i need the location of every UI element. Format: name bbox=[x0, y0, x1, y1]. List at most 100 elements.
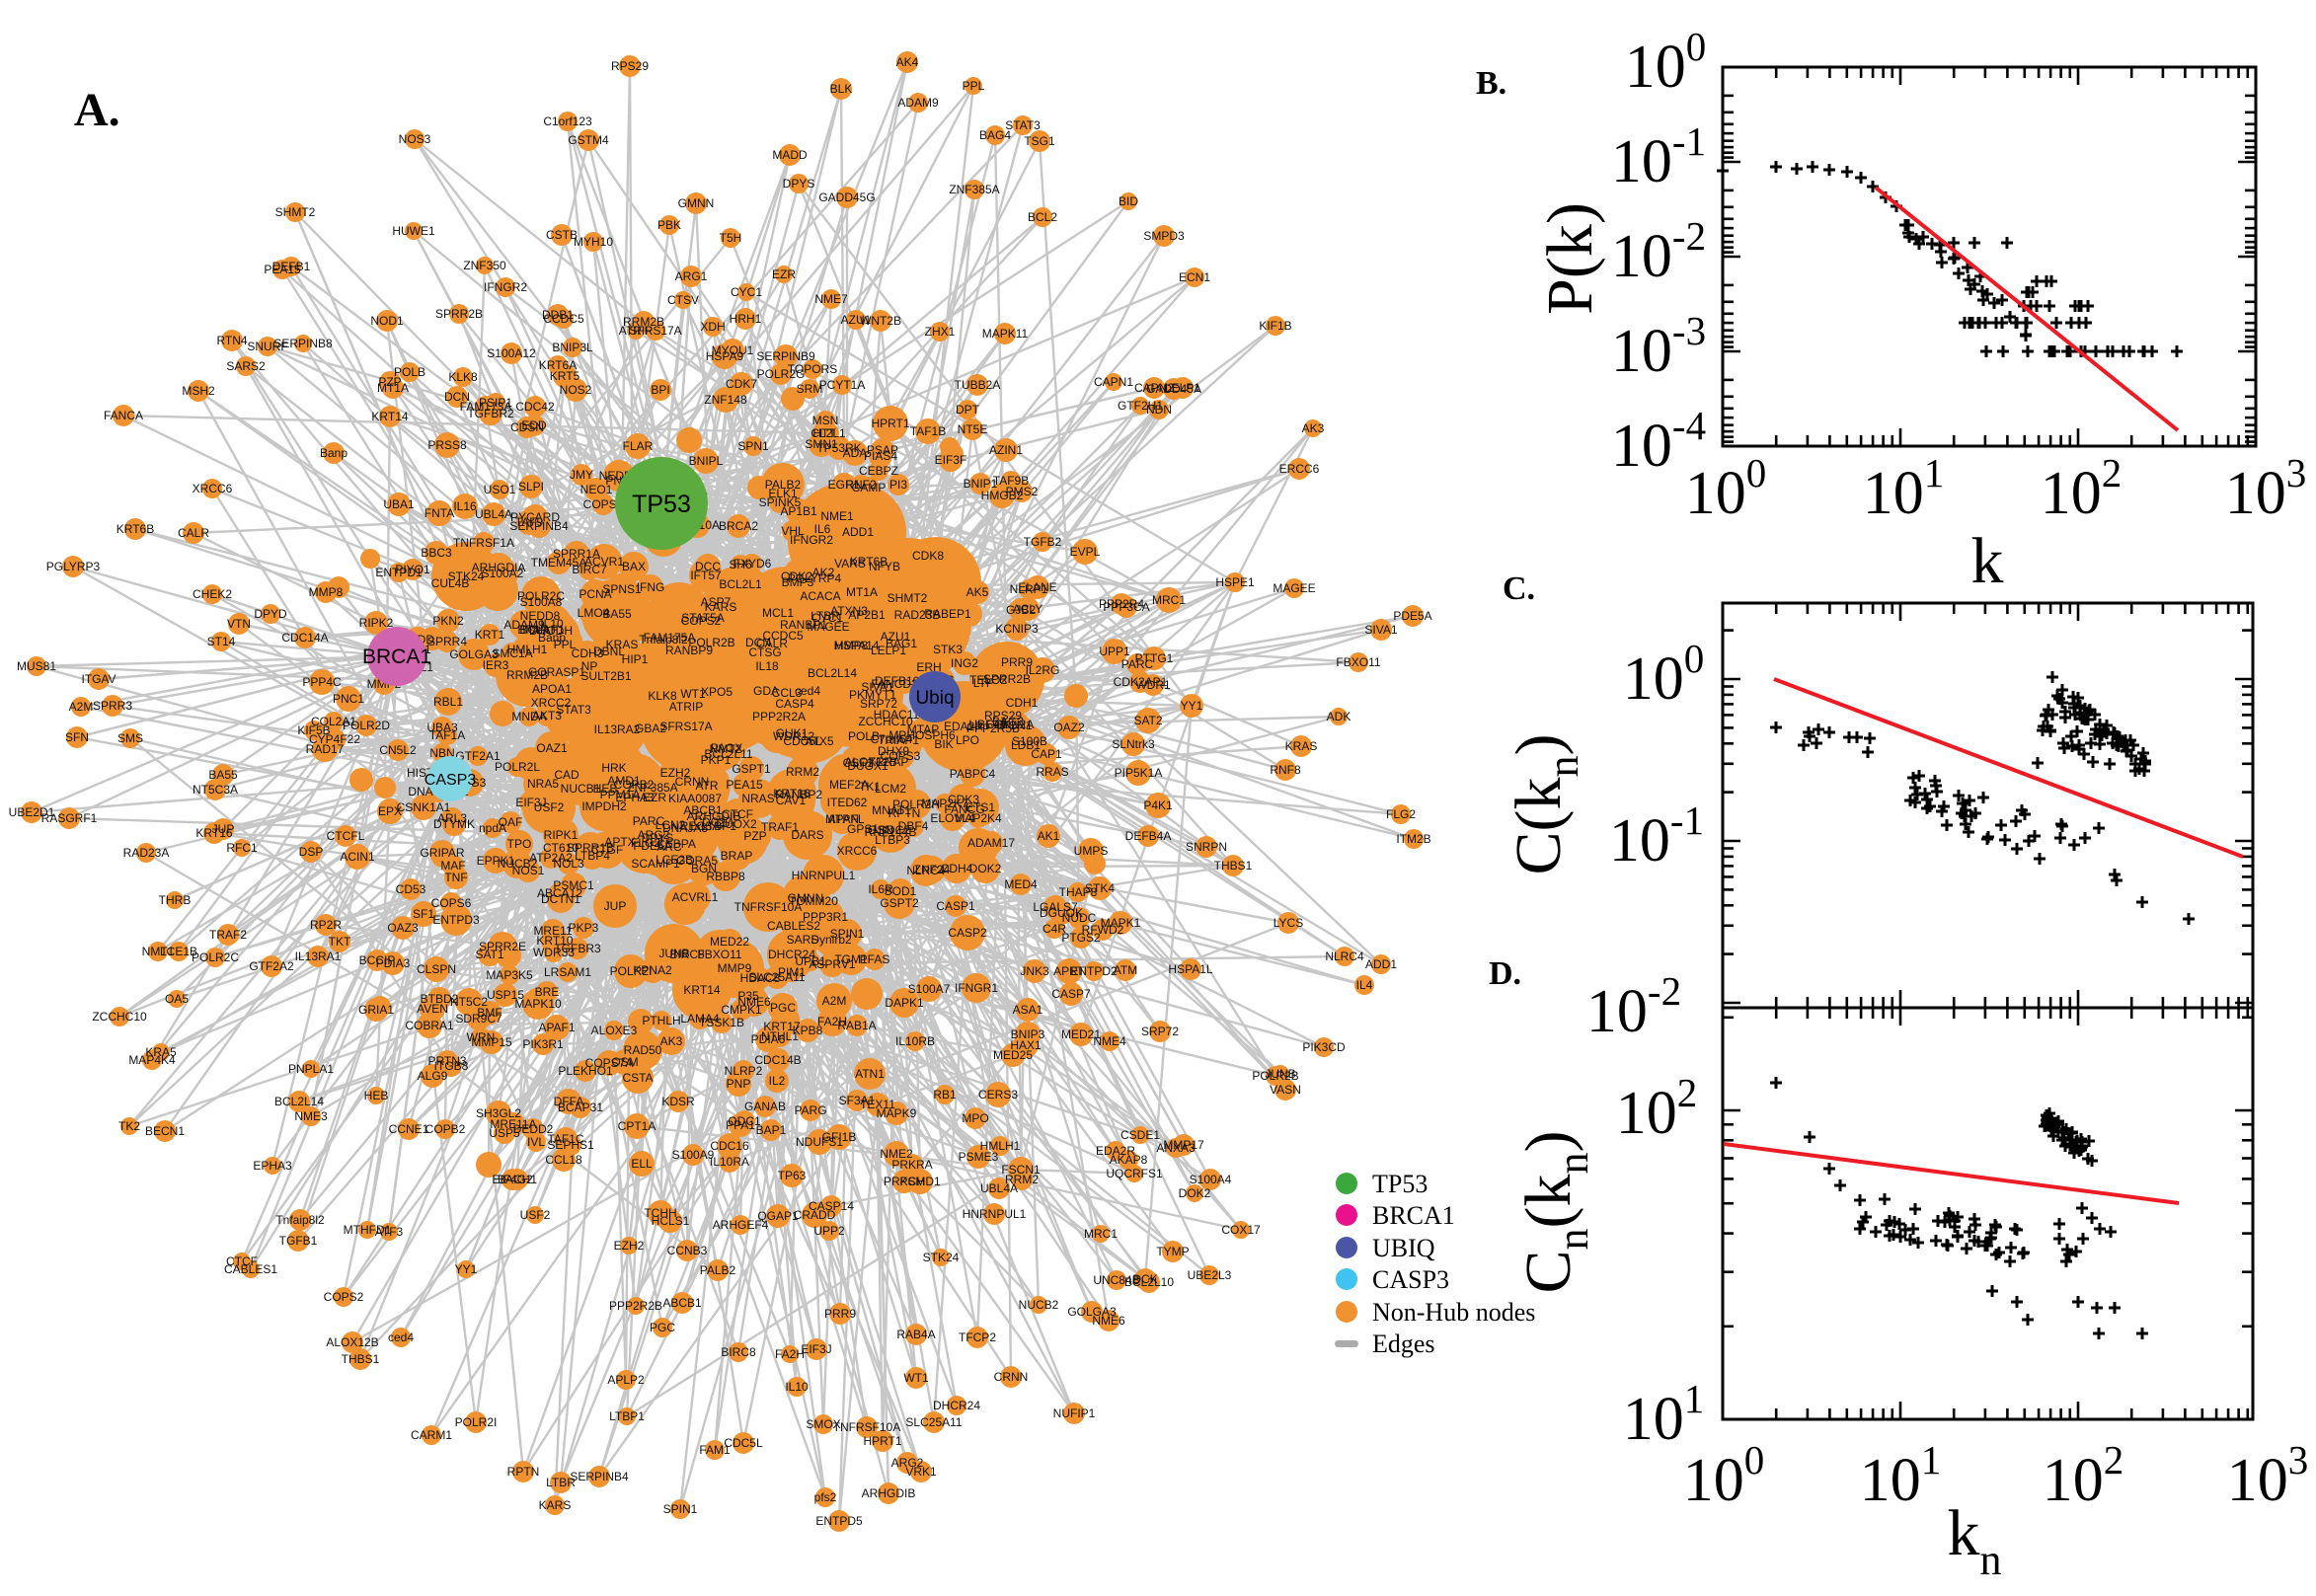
svg-text:IMPDH2: IMPDH2 bbox=[581, 799, 627, 813]
svg-text:TAF1A: TAF1A bbox=[429, 728, 465, 742]
svg-text:A.: A. bbox=[74, 84, 120, 136]
svg-text:PCYT1A: PCYT1A bbox=[819, 378, 866, 392]
svg-text:PYCARD: PYCARD bbox=[510, 510, 560, 524]
svg-text:ECN1: ECN1 bbox=[1179, 270, 1210, 284]
svg-text:SAT2: SAT2 bbox=[1133, 714, 1162, 727]
svg-text:ARHGDIB: ARHGDIB bbox=[862, 1486, 916, 1500]
svg-text:IFT57: IFT57 bbox=[690, 569, 722, 582]
svg-text:TOMM20: TOMM20 bbox=[789, 894, 838, 908]
svg-text:KRAS: KRAS bbox=[1285, 739, 1318, 753]
svg-text:CASP2: CASP2 bbox=[948, 926, 987, 940]
svg-text:CASP3: CASP3 bbox=[425, 772, 477, 789]
svg-text:MMP15: MMP15 bbox=[471, 1035, 512, 1049]
svg-text:THBS1: THBS1 bbox=[342, 1352, 380, 1366]
svg-text:DBF4: DBF4 bbox=[898, 819, 929, 833]
svg-text:GTF2A2: GTF2A2 bbox=[249, 959, 294, 973]
svg-text:PIK3CD: PIK3CD bbox=[1302, 1040, 1346, 1054]
svg-text:NFYB: NFYB bbox=[869, 560, 900, 573]
svg-text:TAF1B: TAF1B bbox=[910, 424, 946, 438]
svg-text:HUWE1: HUWE1 bbox=[392, 224, 435, 238]
svg-text:CUL4B: CUL4B bbox=[431, 576, 470, 590]
svg-text:LYCS: LYCS bbox=[1274, 916, 1303, 930]
svg-text:SERPINB4: SERPINB4 bbox=[570, 1470, 629, 1483]
svg-text:PSMD1: PSMD1 bbox=[899, 1175, 941, 1188]
svg-text:CTSG: CTSG bbox=[748, 646, 781, 659]
svg-text:IFNGR1: IFNGR1 bbox=[955, 981, 998, 995]
svg-text:SF3A1: SF3A1 bbox=[839, 1094, 876, 1107]
svg-text:HSPE1: HSPE1 bbox=[1215, 575, 1255, 589]
svg-text:GORASP1: GORASP1 bbox=[528, 665, 585, 679]
svg-text:HPRT1: HPRT1 bbox=[871, 417, 909, 430]
svg-text:PMS2: PMS2 bbox=[1006, 485, 1039, 498]
svg-text:POLR2I: POLR2I bbox=[455, 1415, 498, 1429]
svg-text:PARC: PARC bbox=[1121, 657, 1154, 671]
svg-text:PPP3R1: PPP3R1 bbox=[803, 910, 848, 924]
svg-text:IL6R: IL6R bbox=[868, 882, 893, 896]
svg-text:RPTN: RPTN bbox=[507, 1465, 540, 1479]
svg-text:KLK8: KLK8 bbox=[648, 689, 677, 703]
svg-text:P4K1: P4K1 bbox=[1143, 798, 1173, 812]
svg-text:UBL4A: UBL4A bbox=[475, 507, 512, 521]
svg-text:GRIPAR: GRIPAR bbox=[420, 846, 464, 860]
svg-text:CRNN: CRNN bbox=[994, 1370, 1029, 1384]
svg-text:ITM2B: ITM2B bbox=[1396, 832, 1430, 846]
svg-text:D.: D. bbox=[1489, 955, 1521, 992]
svg-text:S100A12: S100A12 bbox=[487, 346, 536, 360]
svg-text:P35: P35 bbox=[737, 989, 759, 1003]
svg-text:XDH: XDH bbox=[700, 320, 725, 334]
svg-text:COPB2: COPB2 bbox=[425, 1122, 466, 1136]
svg-text:TNF: TNF bbox=[444, 871, 467, 884]
svg-text:TPO: TPO bbox=[507, 837, 532, 851]
svg-text:COPS6: COPS6 bbox=[431, 896, 472, 910]
svg-text:ST14: ST14 bbox=[207, 635, 236, 648]
svg-text:STAT3: STAT3 bbox=[1005, 118, 1041, 132]
svg-text:FANCA: FANCA bbox=[104, 409, 143, 422]
svg-text:PPP3CA: PPP3CA bbox=[1103, 600, 1149, 614]
svg-text:BIK: BIK bbox=[934, 737, 953, 751]
svg-text:NLRP1: NLRP1 bbox=[1010, 582, 1048, 596]
svg-text:CTSV: CTSV bbox=[667, 293, 699, 307]
svg-text:YY1: YY1 bbox=[1181, 699, 1203, 713]
svg-text:MED4: MED4 bbox=[1004, 877, 1038, 891]
svg-text:EIF3J: EIF3J bbox=[801, 1342, 831, 1356]
svg-text:CDC14A: CDC14A bbox=[281, 631, 328, 645]
svg-text:BIRC8: BIRC8 bbox=[721, 1345, 756, 1359]
svg-text:GTF2H1: GTF2H1 bbox=[1118, 399, 1163, 413]
svg-text:PDIA6: PDIA6 bbox=[751, 1032, 786, 1046]
svg-text:TNFRSF10A: TNFRSF10A bbox=[833, 1420, 901, 1434]
svg-text:A2M: A2M bbox=[69, 700, 94, 714]
svg-text:IL2: IL2 bbox=[769, 1074, 786, 1088]
svg-text:IL10RB: IL10RB bbox=[895, 1034, 935, 1048]
svg-text:CDK8: CDK8 bbox=[912, 549, 944, 563]
svg-text:SMN1: SMN1 bbox=[805, 437, 838, 451]
svg-text:THRB: THRB bbox=[159, 893, 192, 907]
svg-text:GORA5: GORA5 bbox=[676, 854, 718, 868]
svg-text:CDK7: CDK7 bbox=[726, 377, 757, 391]
svg-text:NME7: NME7 bbox=[814, 292, 848, 306]
svg-text:CASP3: CASP3 bbox=[1372, 1265, 1449, 1294]
svg-text:A2M: A2M bbox=[822, 994, 847, 1008]
svg-text:NOS2: NOS2 bbox=[560, 383, 592, 397]
svg-text:NUFIP1: NUFIP1 bbox=[1053, 1406, 1096, 1420]
svg-text:CCDC5: CCDC5 bbox=[543, 312, 584, 326]
svg-text:DUOX1: DUOX1 bbox=[847, 759, 888, 773]
svg-text:BIRC7: BIRC7 bbox=[572, 563, 607, 576]
svg-text:DOK2: DOK2 bbox=[1179, 1186, 1211, 1200]
svg-text:ACIN1: ACIN1 bbox=[340, 850, 375, 864]
svg-text:ALG9: ALG9 bbox=[418, 1069, 448, 1083]
svg-text:DAPK1: DAPK1 bbox=[885, 996, 924, 1010]
svg-text:RB1: RB1 bbox=[933, 1088, 957, 1102]
svg-text:CDKN2A: CDKN2A bbox=[986, 718, 1035, 731]
svg-text:IVL: IVL bbox=[527, 1135, 545, 1149]
svg-text:ALOX12B: ALOX12B bbox=[326, 1335, 378, 1349]
svg-text:KPNA2: KPNA2 bbox=[633, 963, 672, 977]
svg-text:THBS1: THBS1 bbox=[1214, 859, 1253, 873]
svg-text:PPP2R2A: PPP2R2A bbox=[752, 710, 806, 723]
svg-text:MADD: MADD bbox=[772, 148, 808, 162]
svg-text:MAF: MAF bbox=[440, 859, 465, 873]
svg-text:IL4: IL4 bbox=[1356, 978, 1373, 992]
svg-text:KRT6B: KRT6B bbox=[116, 522, 154, 536]
svg-text:SFRS17A: SFRS17A bbox=[659, 720, 712, 733]
svg-text:ADAM17: ADAM17 bbox=[967, 836, 1015, 850]
svg-text:ITGAV: ITGAV bbox=[81, 672, 116, 686]
